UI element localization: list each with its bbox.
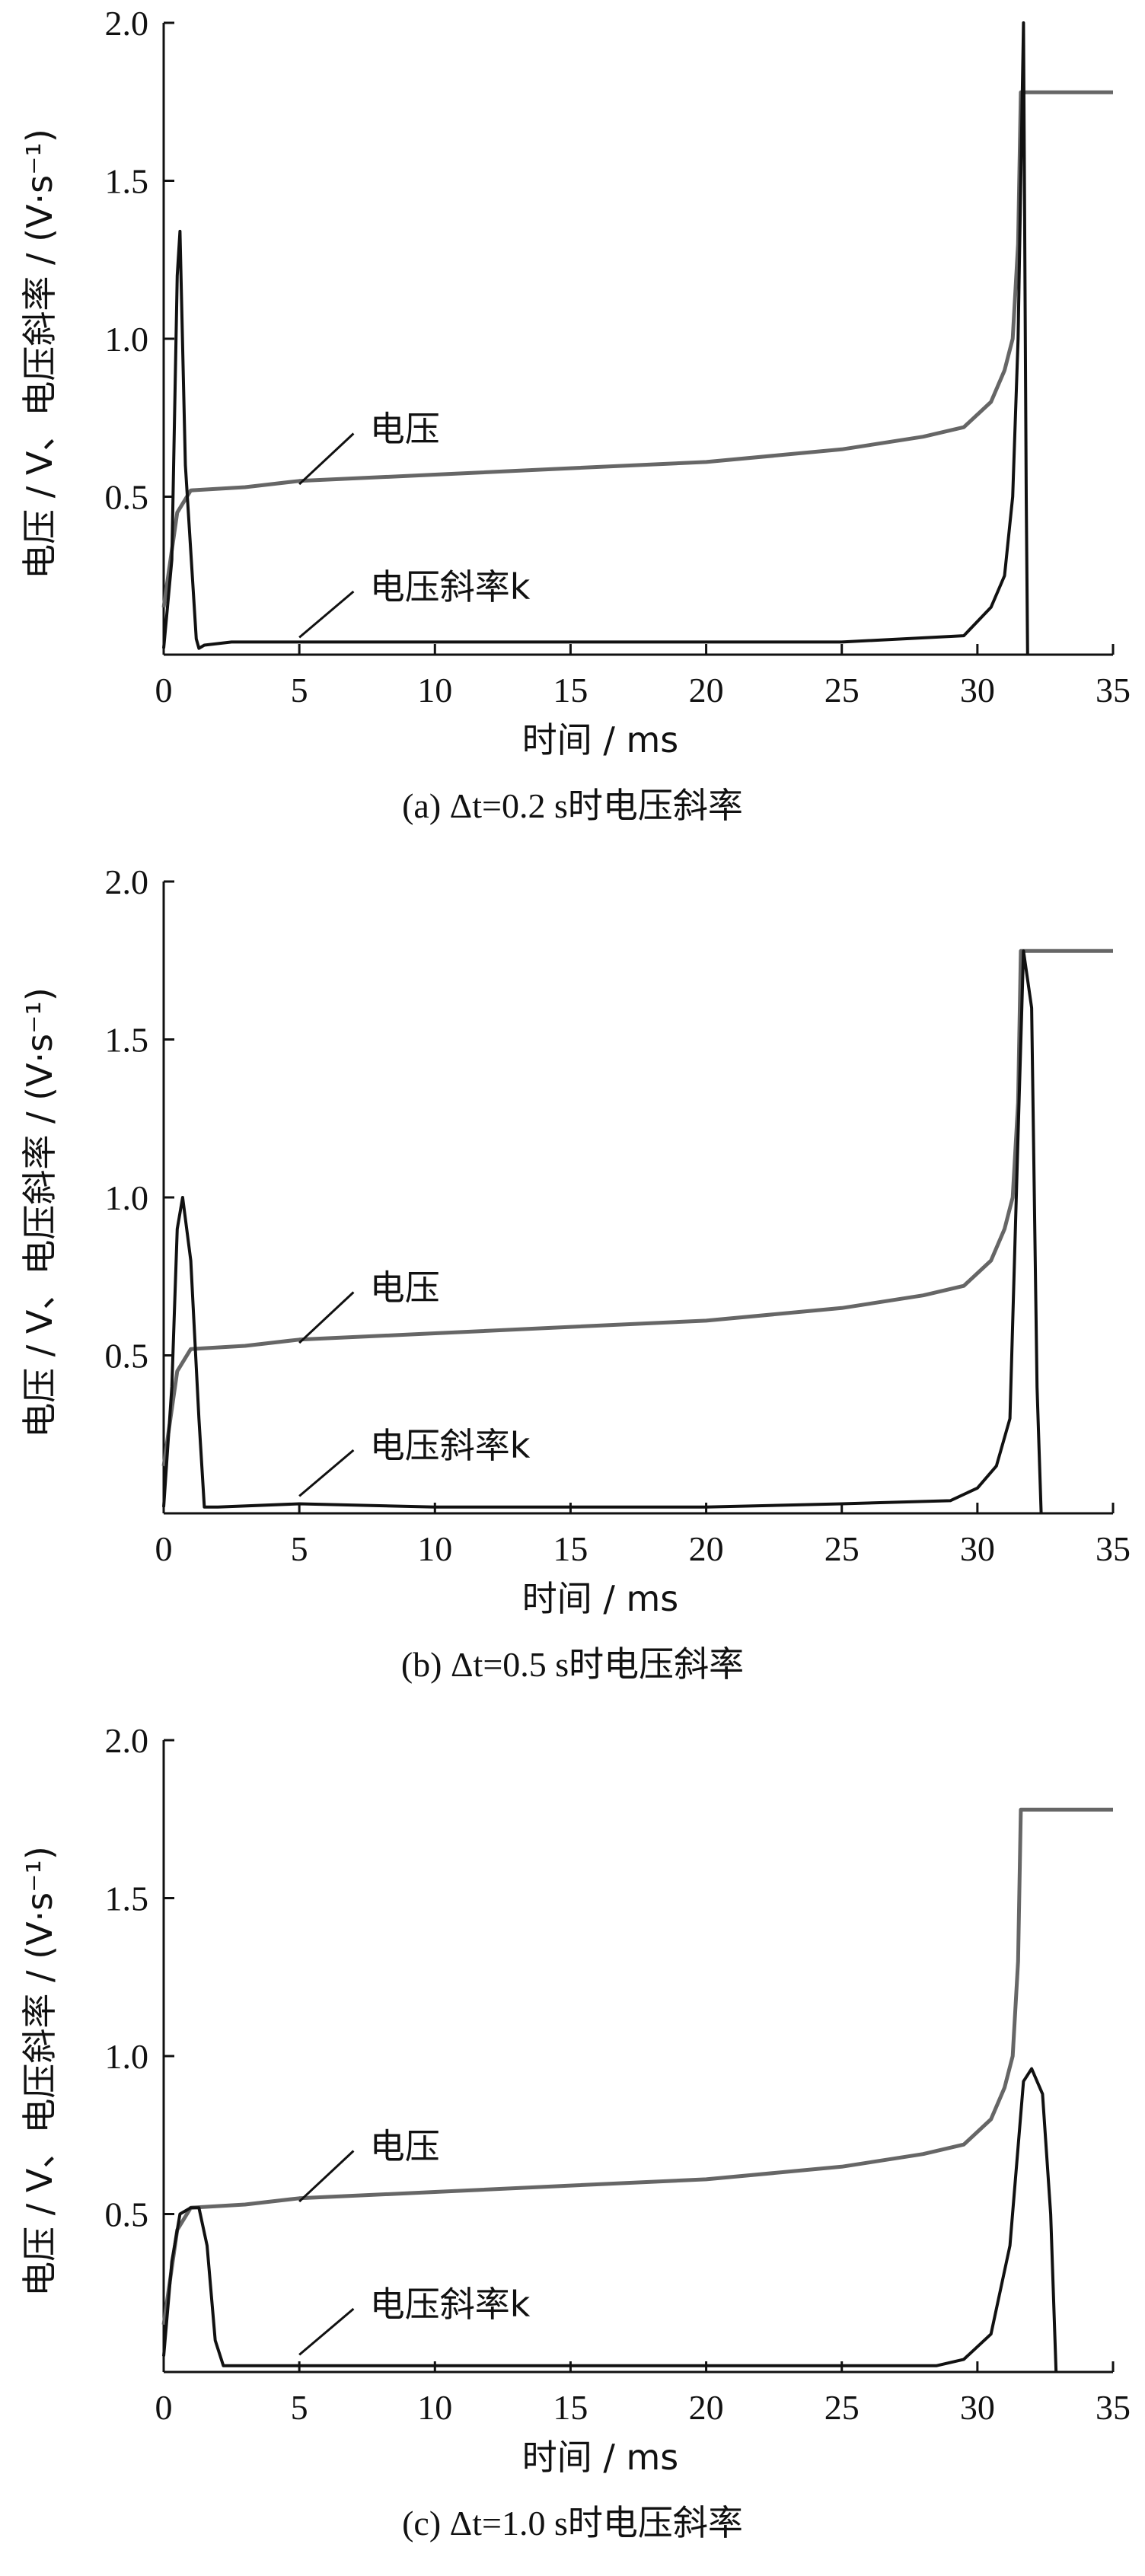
- series-slope-line-c: [162, 2067, 1058, 2373]
- x-tick-label-c-7: 35: [1096, 2388, 1131, 2427]
- slope-annotation-b: 电压斜率k: [370, 1425, 531, 1466]
- x-tick-label-c-1: 5: [291, 2388, 308, 2427]
- series-voltage-line-a: [161, 90, 1113, 608]
- y-tick-label-b-2: 1.5: [105, 1021, 149, 1060]
- y-tick-label-b-1: 1.0: [105, 1178, 149, 1217]
- x-tick-label-b-6: 30: [960, 1529, 995, 1568]
- series-slope-line-b: [162, 949, 1043, 1514]
- slope-annotation-c: 电压斜率k: [370, 2284, 531, 2325]
- y-axis-label-c: 电压 / V、电压斜率 / (V·s⁻¹): [19, 1846, 60, 2297]
- x-tick-label-a-0: 0: [155, 671, 173, 709]
- y-tick-label-b-0: 0.5: [105, 1337, 149, 1376]
- chart-panel-b: 0 5 10 15 20 25 30 35 0.5 1.0 1.5 2.0 时间 / ms 电压 / V、…: [0, 859, 1145, 1717]
- slope-leader-b: [298, 1449, 355, 1497]
- y-tick-label-c-2: 1.5: [105, 1879, 149, 1918]
- chart-svg-a: 0 5 10 15 20 25 30 35 0.5 1.0 1.5 2.0 时间 / ms 电压 / V、…: [19, 4, 1131, 825]
- series-voltage-line-c: [161, 1807, 1113, 2326]
- x-tick-label-b-3: 15: [553, 1529, 588, 1568]
- voltage-annotation-a: 电压: [370, 409, 440, 450]
- y-axis-label-b: 电压 / V、电压斜率 / (V·s⁻¹): [19, 987, 60, 1438]
- x-tick-label-a-2: 10: [417, 671, 452, 709]
- x-tick-label-c-0: 0: [155, 2388, 173, 2427]
- x-axis-label-b: 时间 / ms: [522, 1578, 679, 1619]
- x-tick-label-a-3: 15: [553, 671, 588, 709]
- x-tick-label-b-5: 25: [824, 1529, 860, 1568]
- y-tick-label-c-1: 1.0: [105, 2037, 149, 2076]
- x-tick-label-a-5: 25: [824, 671, 860, 709]
- slope-leader-a: [298, 590, 355, 639]
- y-tick-label-a-0: 0.5: [105, 478, 149, 517]
- chart-svg-b: 0 5 10 15 20 25 30 35 0.5 1.0 1.5 2.0 时间 / ms 电压 / V、…: [19, 862, 1131, 1684]
- y-tick-label-c-3: 2.0: [105, 1721, 149, 1760]
- x-tick-label-a-1: 5: [291, 671, 308, 709]
- x-tick-label-c-5: 25: [824, 2388, 860, 2427]
- series-voltage-line-b: [161, 948, 1113, 1467]
- voltage-leader-c: [298, 2150, 355, 2203]
- caption-a: (a) Δt=0.2 s时电压斜率: [402, 786, 743, 825]
- y-tick-label-a-1: 1.0: [105, 320, 149, 359]
- x-tick-label-c-4: 20: [689, 2388, 724, 2427]
- x-tick-label-a-6: 30: [960, 671, 995, 709]
- x-tick-label-c-6: 30: [960, 2388, 995, 2427]
- y-tick-label-c-0: 0.5: [105, 2195, 149, 2234]
- y-tick-label-a-2: 1.5: [105, 162, 149, 201]
- x-axis-label-a: 时间 / ms: [522, 719, 679, 760]
- x-tick-label-b-2: 10: [417, 1529, 452, 1568]
- chart-panel-a: 0 5 10 15 20 25 30 35 0.5 1.0 1.5 2.0 时间 / ms 电压 / V、…: [0, 0, 1145, 859]
- slope-annotation-a: 电压斜率k: [370, 566, 531, 607]
- x-tick-label-c-3: 15: [553, 2388, 588, 2427]
- voltage-leader-b: [298, 1291, 355, 1344]
- voltage-leader-a: [298, 432, 355, 486]
- x-axis-label-c: 时间 / ms: [522, 2437, 679, 2478]
- x-tick-label-a-7: 35: [1096, 671, 1131, 709]
- x-tick-label-b-1: 5: [291, 1529, 308, 1568]
- x-tick-label-b-4: 20: [689, 1529, 724, 1568]
- x-tick-label-a-4: 20: [689, 671, 724, 709]
- y-tick-label-a-3: 2.0: [105, 4, 149, 43]
- caption-c: (c) Δt=1.0 s时电压斜率: [402, 2504, 743, 2543]
- x-tick-label-b-0: 0: [155, 1529, 173, 1568]
- caption-b: (b) Δt=0.5 s时电压斜率: [401, 1645, 744, 1684]
- slope-leader-c: [298, 2307, 355, 2356]
- series-slope-line-a: [162, 21, 1029, 655]
- x-tick-label-b-7: 35: [1096, 1529, 1131, 1568]
- voltage-annotation-b: 电压: [370, 1267, 440, 1309]
- y-axis-label-a: 电压 / V、电压斜率 / (V·s⁻¹): [19, 129, 60, 579]
- x-tick-label-c-2: 10: [417, 2388, 452, 2427]
- y-tick-label-b-3: 2.0: [105, 862, 149, 901]
- voltage-annotation-c: 电压: [370, 2126, 440, 2167]
- chart-svg-c: 0 5 10 15 20 25 30 35 0.5 1.0 1.5 2.0 时间 / ms 电压 / V、…: [19, 1721, 1131, 2543]
- chart-panel-c: 0 5 10 15 20 25 30 35 0.5 1.0 1.5 2.0 时间 / ms 电压 / V、…: [0, 1717, 1145, 2576]
